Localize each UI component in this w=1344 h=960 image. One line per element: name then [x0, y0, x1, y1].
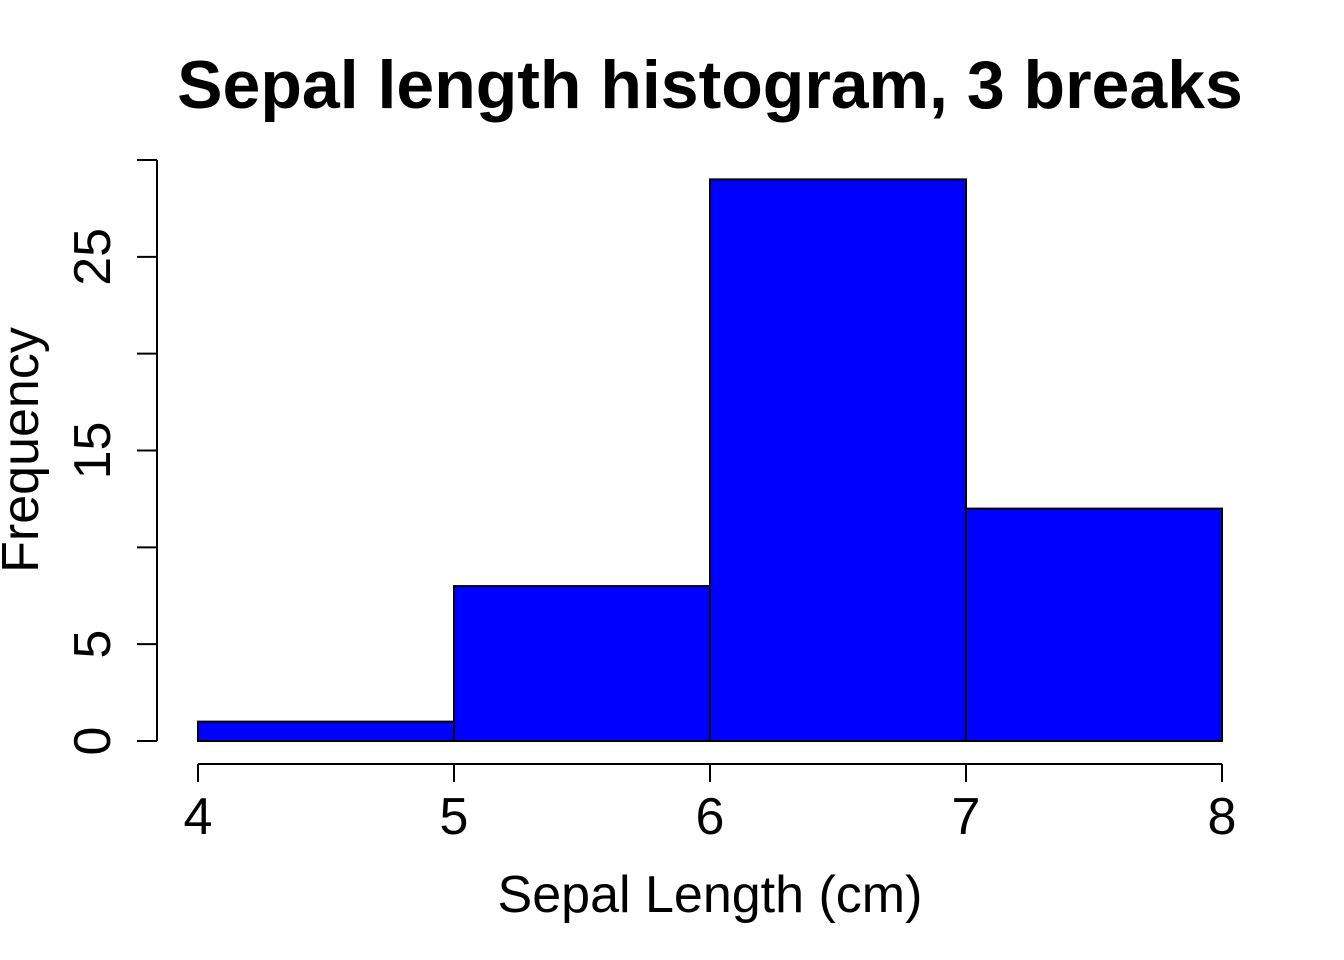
y-axis-label: Frequency [0, 327, 50, 573]
bars-group [197, 178, 1223, 743]
histogram-bar [965, 507, 1223, 742]
y-tick-label: 25 [64, 228, 122, 286]
y-tick-label: 15 [64, 422, 122, 480]
y-tick-label: 0 [64, 727, 122, 756]
x-axis-label: Sepal Length (cm) [498, 866, 923, 924]
x-tick-label: 6 [696, 788, 725, 846]
x-axis: 4 5 6 7 8 [184, 763, 1237, 846]
y-tick-label: 5 [64, 630, 122, 659]
x-tick-label: 8 [1208, 788, 1237, 846]
histogram-bar [709, 178, 967, 743]
histogram-bar [197, 720, 455, 743]
chart-title: Sepal length histogram, 3 breaks [177, 47, 1243, 123]
y-axis: 0 5 15 25 [64, 159, 158, 756]
histogram-bar [453, 585, 711, 742]
x-tick-label: 5 [440, 788, 469, 846]
x-tick-label: 4 [184, 788, 213, 846]
x-tick-label: 7 [952, 788, 981, 846]
